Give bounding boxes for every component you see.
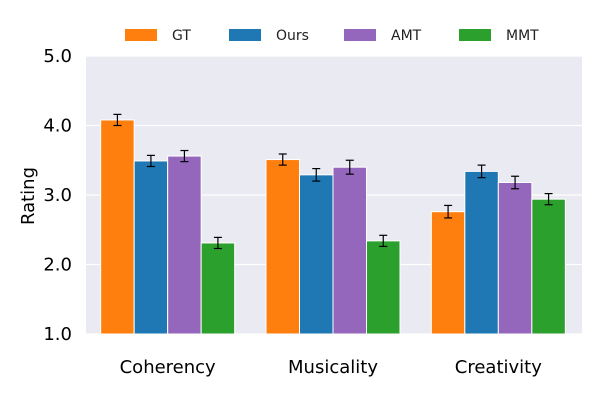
x-tick-label: Coherency: [120, 357, 216, 378]
error-bar-amt-musicality: [345, 159, 354, 175]
y-tick-label: 4.0: [43, 116, 72, 137]
error-bar-amt-creativity: [511, 175, 520, 190]
legend-swatch-ours: [229, 29, 261, 41]
bar-mmt-musicality: [366, 240, 401, 335]
bar-ours-creativity: [464, 170, 499, 335]
bar-gt-musicality: [265, 159, 300, 335]
bar-ours-coherency: [133, 160, 169, 335]
y-axis-title: Rating: [18, 167, 39, 225]
bar-amt-coherency: [167, 155, 202, 335]
error-bar-gt-coherency: [113, 113, 122, 127]
error-bar-gt-musicality: [278, 153, 287, 166]
x-tick-label: Musicality: [288, 357, 378, 378]
y-tick-labels: 1.0 2.0 3.0 4.0 5.0: [43, 46, 72, 345]
legend-label-amt: AMT: [391, 28, 422, 44]
y-tick-label: 2.0: [43, 255, 72, 276]
error-bar-ours-musicality: [312, 167, 321, 182]
legend-label-mmt: MMT: [506, 28, 539, 44]
error-bar-ours-coherency: [146, 154, 155, 168]
x-tick-label: Creativity: [455, 357, 542, 378]
error-bars: [113, 113, 553, 250]
error-bar-mmt-coherency: [213, 236, 222, 250]
legend: GT Ours AMT MMT: [125, 28, 539, 44]
bars: [100, 119, 566, 335]
bar-amt-musicality: [332, 166, 367, 335]
error-bar-mmt-musicality: [379, 234, 388, 248]
bar-gt-creativity: [430, 211, 466, 335]
bar-ours-musicality: [299, 174, 334, 335]
legend-swatch-mmt: [459, 29, 491, 41]
bar-mmt-creativity: [531, 198, 566, 335]
legend-label-gt: GT: [172, 28, 191, 44]
legend-swatch-gt: [125, 29, 157, 41]
legend-label-ours: Ours: [276, 28, 309, 44]
error-bar-amt-coherency: [180, 149, 189, 163]
bar-amt-creativity: [497, 181, 533, 335]
legend-swatch-amt: [344, 29, 376, 41]
error-bar-mmt-creativity: [544, 193, 553, 206]
y-tick-label: 1.0: [43, 324, 72, 345]
y-tick-label: 5.0: [43, 46, 72, 67]
error-bar-ours-creativity: [477, 164, 486, 179]
y-tick-label: 3.0: [43, 185, 72, 206]
bar-mmt-coherency: [200, 242, 236, 335]
error-bar-gt-creativity: [444, 204, 453, 219]
bar-gt-coherency: [100, 119, 135, 335]
x-tick-labels: Coherency Musicality Creativity: [120, 357, 543, 378]
